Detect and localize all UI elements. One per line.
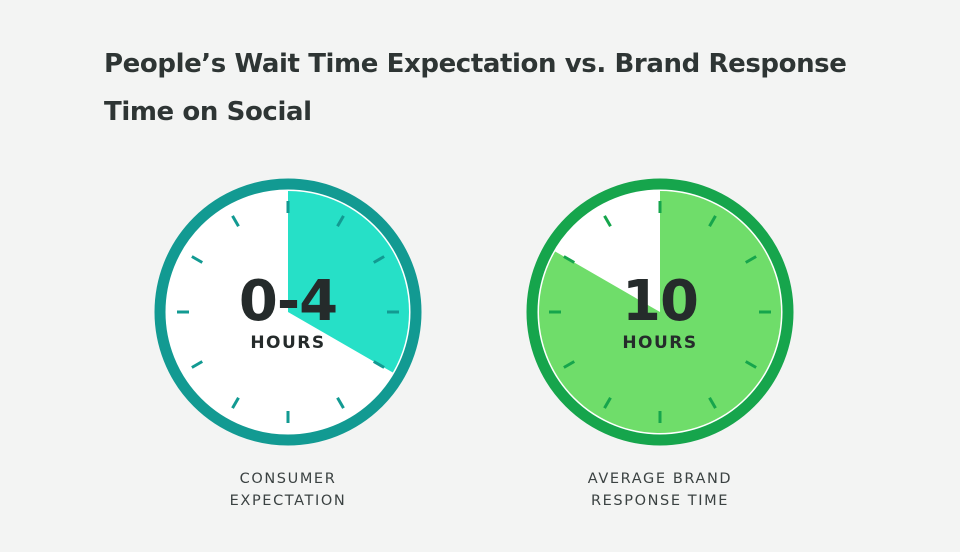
filled-time-wedge <box>538 191 781 433</box>
tick-mark <box>336 396 345 409</box>
tick-mark <box>744 255 757 264</box>
chart-title-line2: Time on Social <box>104 97 312 127</box>
tick-mark <box>191 255 204 264</box>
tick-mark <box>231 396 240 409</box>
tick-mark <box>191 360 204 369</box>
caption-line2: EXPECTATION <box>229 493 347 509</box>
tick-mark <box>372 360 385 369</box>
chart-title-line1: People’s Wait Time Expectation vs. Brand… <box>104 49 847 79</box>
caption-line1: CONSUMER <box>239 471 337 487</box>
tick-mark <box>708 396 717 409</box>
unit-label: HOURS <box>250 333 325 353</box>
brand-response-clock: 10 HOURS <box>526 178 794 446</box>
value-label: 10 <box>622 269 698 334</box>
unit-label: HOURS <box>622 333 697 353</box>
consumer-expectation-caption: CONSUMER EXPECTATION <box>154 468 422 512</box>
tick-mark <box>708 215 717 228</box>
value-label: 0-4 <box>239 269 337 334</box>
tick-mark <box>563 360 576 369</box>
consumer-expectation-clock: 0-4 HOURS <box>154 178 422 446</box>
caption-line1: AVERAGE BRAND <box>587 471 733 487</box>
tick-mark <box>744 360 757 369</box>
tick-mark <box>372 255 385 264</box>
chart-title: People’s Wait Time Expectation vs. Brand… <box>104 40 864 136</box>
tick-marks <box>177 201 399 423</box>
tick-mark <box>563 255 576 264</box>
tick-marks <box>549 201 771 423</box>
brand-response-caption: AVERAGE BRAND RESPONSE TIME <box>526 468 794 512</box>
tick-mark <box>603 215 612 228</box>
tick-mark <box>603 396 612 409</box>
tick-mark <box>336 215 345 228</box>
caption-line2: RESPONSE TIME <box>590 493 730 509</box>
tick-mark <box>231 215 240 228</box>
filled-time-wedge <box>288 191 410 373</box>
